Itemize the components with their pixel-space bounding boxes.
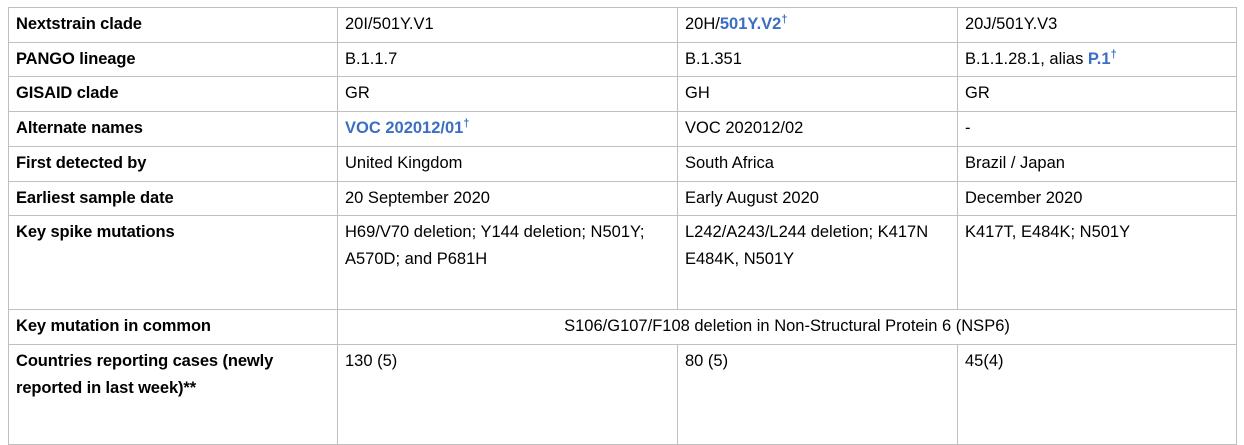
cell-first-detected-by-v3: Brazil / Japan — [957, 145, 1237, 182]
cell-earliest-sample-date-v2: Early August 2020 — [677, 180, 958, 217]
table-row: PANGO lineage B.1.1.7 B.1.351 B.1.1.28.1… — [8, 41, 1237, 78]
row-label-countries-reporting-cases: Countries reporting cases (newly reporte… — [8, 344, 338, 445]
cell-text: VOC 202012/02 — [685, 119, 804, 138]
cell-nextstrain-clade-v2: 20H/501Y.V2† — [677, 7, 958, 43]
cell-first-detected-by-v1: United Kingdom — [337, 145, 678, 182]
table-row: Key mutation in common S106/G107/F108 de… — [8, 309, 1237, 346]
cell-text: South Africa — [685, 153, 774, 172]
sars-cov-2-variant-table: Nextstrain clade 20I/501Y.V1 20H/501Y.V2… — [8, 7, 1237, 445]
cell-nextstrain-clade-v1: 20I/501Y.V1 — [337, 7, 678, 43]
cell-text: 80 (5) — [685, 352, 729, 371]
cell-alternate-names-v3: - — [957, 111, 1237, 147]
cell-pango-lineage-v1: B.1.1.7 — [337, 41, 678, 78]
cell-text: 20J/501Y.V3 — [965, 15, 1058, 33]
row-label-earliest-sample-date: Earliest sample date — [8, 180, 338, 217]
cell-earliest-sample-date-v1: 20 September 2020 — [337, 180, 678, 217]
cell-key-spike-mutations-v2: L242/A243/L244 deletion; K417N E484K, N5… — [677, 215, 958, 311]
cell-text: B.1.1.7 — [345, 49, 398, 68]
cell-gisaid-clade-v1: GR — [337, 76, 678, 113]
cell-key-spike-mutations-v3: K417T, E484K; N501Y — [957, 215, 1237, 311]
cell-text: 20I/501Y.V1 — [345, 15, 434, 33]
table-row: Countries reporting cases (newly reporte… — [8, 344, 1237, 445]
dagger-symbol: † — [463, 117, 470, 130]
link-voc-202012-01[interactable]: VOC 202012/01 — [345, 119, 464, 138]
cell-text: - — [965, 119, 971, 138]
row-label-key-mutation-in-common: Key mutation in common — [8, 309, 338, 346]
cell-countries-reporting-cases-v3: 45(4) — [957, 344, 1237, 445]
cell-text: L242/A243/L244 deletion; K417N E484K, N5… — [685, 223, 929, 269]
table-row: Earliest sample date 20 September 2020 E… — [8, 180, 1237, 217]
clipped-heading-text: Table of SARS-CoV-2 Variants of Concern — [330, 0, 732, 6]
cell-alternate-names-v1: VOC 202012/01† — [337, 111, 678, 147]
row-label-alternate-names: Alternate names — [8, 111, 338, 147]
cell-earliest-sample-date-v3: December 2020 — [957, 180, 1237, 217]
table-row: Key spike mutations H69/V70 deletion; Y1… — [8, 215, 1237, 311]
cell-text: GR — [345, 84, 370, 103]
dagger-symbol: † — [781, 13, 788, 26]
cell-text-prefix: B.1.1.28.1, alias — [965, 49, 1088, 68]
cell-text: B.1.351 — [685, 49, 742, 68]
cell-text: United Kingdom — [345, 153, 463, 172]
cell-countries-reporting-cases-v2: 80 (5) — [677, 344, 958, 445]
cell-countries-reporting-cases-v1: 130 (5) — [337, 344, 678, 445]
cell-text: K417T, E484K; N501Y — [965, 223, 1131, 242]
cell-first-detected-by-v2: South Africa — [677, 145, 958, 182]
cell-text: 20 September 2020 — [345, 188, 490, 207]
row-label-first-detected-by: First detected by — [8, 145, 338, 182]
cell-text: GH — [685, 84, 710, 103]
cell-text: 130 (5) — [345, 352, 398, 371]
row-label-pango-lineage: PANGO lineage — [8, 41, 338, 78]
table-row: Nextstrain clade 20I/501Y.V1 20H/501Y.V2… — [8, 7, 1237, 43]
cell-key-mutation-in-common-merged: S106/G107/F108 deletion in Non-Structura… — [337, 309, 1237, 346]
variant-table-container: Nextstrain clade 20I/501Y.V1 20H/501Y.V2… — [8, 7, 1237, 445]
link-p-1[interactable]: P.1 — [1087, 49, 1111, 68]
table-row: Alternate names VOC 202012/01† VOC 20201… — [8, 111, 1237, 147]
cell-pango-lineage-v3: B.1.1.28.1, alias P.1† — [957, 41, 1237, 78]
cell-text-prefix: 20H/ — [685, 15, 720, 33]
row-label-gisaid-clade: GISAID clade — [8, 76, 338, 113]
table-row: First detected by United Kingdom South A… — [8, 145, 1237, 182]
dagger-symbol: † — [1110, 48, 1117, 61]
row-label-nextstrain-clade: Nextstrain clade — [8, 7, 338, 43]
cell-key-spike-mutations-v1: H69/V70 deletion; Y144 deletion; N501Y; … — [337, 215, 678, 311]
clipped-heading-above-table: Table of SARS-CoV-2 Variants of Concern — [0, 0, 1244, 7]
cell-gisaid-clade-v2: GH — [677, 76, 958, 113]
cell-pango-lineage-v2: B.1.351 — [677, 41, 958, 78]
cell-text: December 2020 — [965, 188, 1083, 207]
cell-nextstrain-clade-v3: 20J/501Y.V3 — [957, 7, 1237, 43]
cell-text: Early August 2020 — [685, 188, 819, 207]
cell-gisaid-clade-v3: GR — [957, 76, 1237, 113]
cell-text: S106/G107/F108 deletion in Non-Structura… — [564, 317, 1010, 336]
table-row: GISAID clade GR GH GR — [8, 76, 1237, 113]
cell-alternate-names-v2: VOC 202012/02 — [677, 111, 958, 147]
row-label-key-spike-mutations: Key spike mutations — [8, 215, 338, 311]
cell-text: 45(4) — [965, 352, 1004, 371]
cell-text: H69/V70 deletion; Y144 deletion; N501Y; … — [345, 223, 645, 269]
cell-text: GR — [965, 84, 990, 103]
cell-text: Brazil / Japan — [965, 153, 1065, 172]
link-501y-v2[interactable]: 501Y.V2 — [719, 15, 782, 33]
